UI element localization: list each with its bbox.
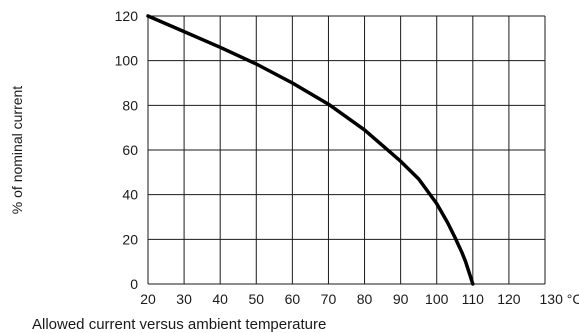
x-tick-label-130: 130 °C (540, 291, 579, 307)
grid (147, 15, 546, 285)
tick-labels: 20 30 40 50 60 70 80 90 100 110 120 130 °C020406080… (115, 8, 579, 307)
y-tick-label-80: 80 (122, 97, 138, 113)
x-tick-label-40: 40 (212, 291, 228, 307)
y-tick-label-100: 100 (115, 53, 139, 69)
x-tick-label-100: 100 (425, 291, 449, 307)
y-tick-label-120: 120 (115, 8, 139, 24)
y-tick-label-40: 40 (122, 187, 138, 203)
x-tick-label-30: 30 (176, 291, 192, 307)
y-axis-label: % of nominal current (9, 86, 25, 215)
x-tick-label-60: 60 (285, 291, 301, 307)
x-tick-label-80: 80 (357, 291, 373, 307)
y-tick-label-60: 60 (122, 142, 138, 158)
x-tick-label-90: 90 (393, 291, 409, 307)
y-tick-label-0: 0 (130, 276, 138, 292)
y-tick-label-20: 20 (122, 231, 138, 247)
x-tick-label-110: 110 (462, 291, 485, 307)
series (146, 14, 475, 286)
x-tick-label-50: 50 (248, 291, 264, 307)
series-line-0 (146, 14, 475, 286)
chart-caption: Allowed current versus ambient temperatu… (32, 316, 326, 333)
x-tick-label-20: 20 (140, 291, 156, 307)
x-tick-label-120: 120 (497, 291, 521, 307)
x-tick-label-70: 70 (321, 291, 337, 307)
